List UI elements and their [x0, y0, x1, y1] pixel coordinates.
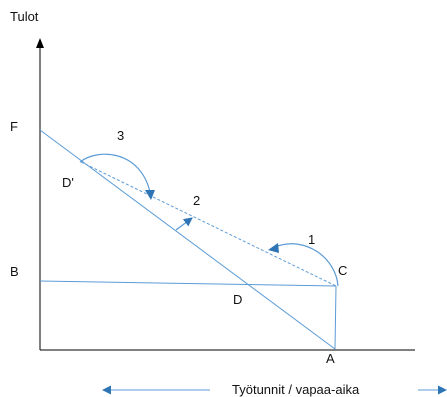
x-axis-title: Työtunnit / vapaa-aika [232, 382, 360, 397]
point-label-D-prime: D' [62, 175, 74, 190]
step-label-1: 1 [308, 232, 316, 247]
arrow-1-head [268, 243, 279, 253]
step-label-3: 3 [117, 128, 125, 143]
point-label-D: D [233, 292, 243, 307]
y-axis-title: Tulot [10, 9, 39, 24]
arrow-3-head [145, 190, 155, 200]
line-B-C [39, 280, 337, 287]
point-label-B: B [10, 264, 19, 279]
arrow-2 [175, 217, 193, 231]
dashed-line-Dprime-C [80, 161, 337, 287]
arrow-1 [274, 243, 339, 287]
point-label-A: A [326, 351, 335, 366]
point-label-C: C [338, 263, 348, 278]
step-label-2: 2 [193, 193, 201, 208]
line-F-A [39, 129, 336, 350]
y-axis-arrowhead [36, 38, 44, 48]
axes [36, 38, 415, 351]
line-C-A [334, 285, 337, 350]
arrow-3 [79, 153, 151, 193]
point-label-F: F [10, 119, 18, 134]
